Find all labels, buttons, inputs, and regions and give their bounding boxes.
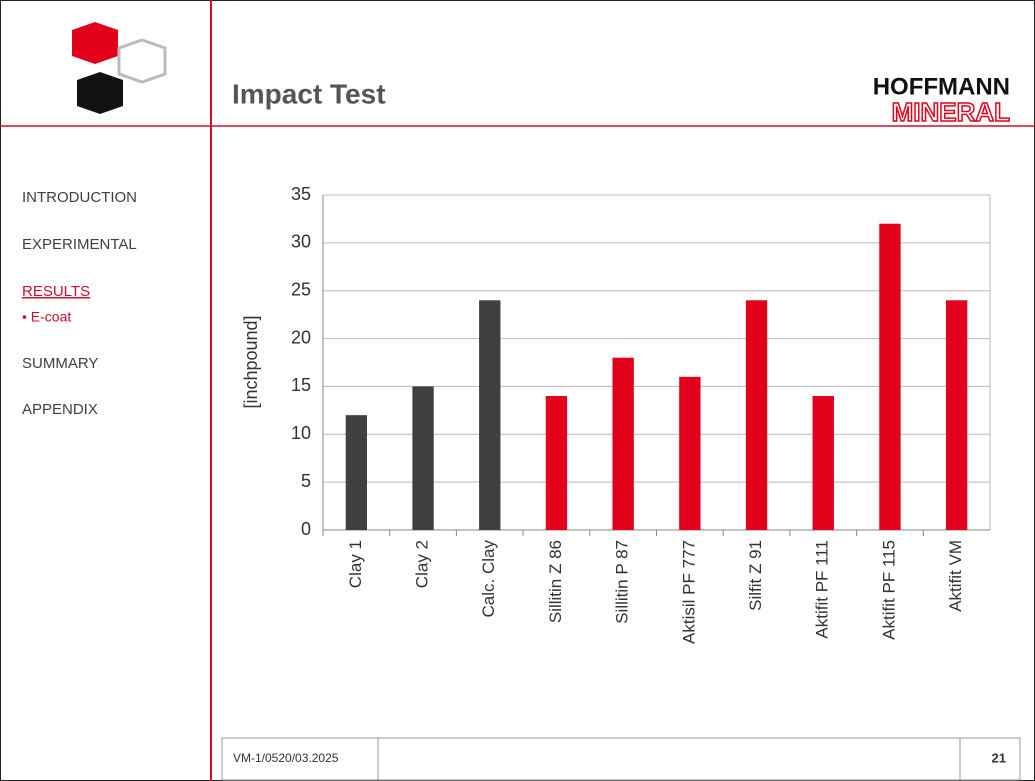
nav-item[interactable]: EXPERIMENTAL — [22, 236, 137, 253]
x-tick-label: Sillitin Z 86 — [546, 540, 565, 623]
bar — [412, 386, 434, 530]
y-tick-label: 20 — [291, 327, 311, 347]
x-tick-label: Clay 1 — [346, 540, 365, 588]
x-tick-label: Aktisil PF 777 — [679, 540, 698, 644]
footer-box — [959, 737, 1021, 781]
nav-item[interactable]: SUMMARY — [22, 355, 98, 372]
logo-text: HOFFMANN — [873, 73, 1010, 100]
y-axis-label: [inchpound] — [241, 315, 261, 408]
nav-item[interactable]: RESULTS — [22, 283, 90, 300]
x-tick-label: Silfit Z 91 — [746, 540, 765, 611]
bar — [545, 396, 568, 530]
nav-item[interactable]: APPENDIX — [22, 401, 98, 418]
bar — [812, 396, 834, 530]
y-tick-label: 35 — [291, 184, 311, 204]
y-tick-label: 15 — [291, 375, 311, 395]
slide-title: Impact Test — [232, 78, 386, 109]
x-tick-label: Aktifit VM — [946, 540, 965, 612]
bar — [745, 300, 768, 530]
bar — [345, 415, 368, 530]
x-tick-label: Aktifit PF 115 — [879, 540, 898, 640]
x-tick-label: Calc. Clay — [479, 540, 498, 618]
y-tick-label: 5 — [301, 471, 311, 491]
bar — [945, 300, 968, 530]
logo-icon — [72, 22, 167, 114]
nav-subitem[interactable]: • E-coat — [22, 309, 71, 325]
y-tick-label: 25 — [291, 279, 311, 299]
bar — [679, 376, 701, 530]
y-tick-label: 0 — [301, 519, 311, 539]
footer-code: VM-1/0520/03.2025 — [233, 751, 339, 765]
logo-text: MINERAL — [892, 97, 1011, 127]
page-number: 21 — [992, 750, 1006, 765]
bar — [612, 357, 634, 530]
x-tick-label: Sillitin P 87 — [613, 540, 632, 624]
nav-item[interactable]: INTRODUCTION — [22, 189, 137, 206]
bar — [879, 223, 901, 530]
y-tick-label: 30 — [291, 232, 311, 252]
x-tick-label: Clay 2 — [413, 540, 432, 588]
bar — [479, 300, 501, 530]
y-tick-label: 10 — [291, 423, 311, 443]
x-tick-label: Aktifit PF 111 — [813, 540, 832, 639]
